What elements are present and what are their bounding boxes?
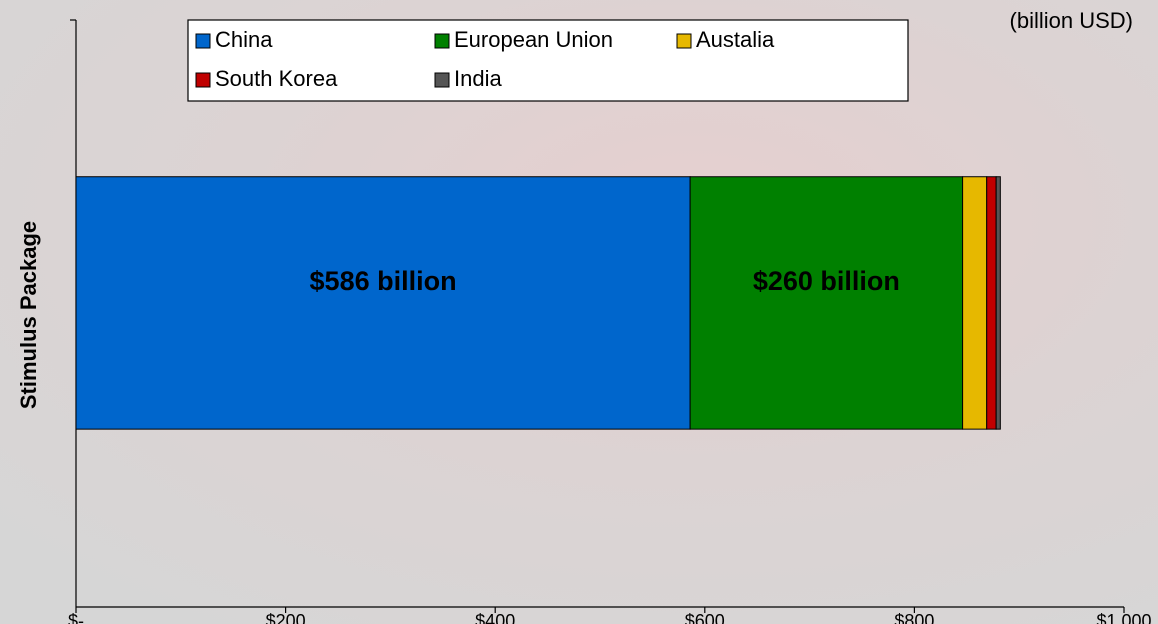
x-tick-label: $1,000 bbox=[1096, 611, 1151, 624]
legend-label: European Union bbox=[454, 27, 613, 52]
legend-label: China bbox=[215, 27, 273, 52]
legend-label: South Korea bbox=[215, 66, 338, 91]
legend-label: India bbox=[454, 66, 502, 91]
value-label: $586 billion bbox=[310, 266, 457, 296]
value-label: $260 billion bbox=[753, 266, 900, 296]
bar-segment bbox=[995, 176, 1001, 430]
x-tick-label: $- bbox=[68, 611, 84, 624]
x-tick-label: $200 bbox=[266, 611, 306, 624]
legend-swatch bbox=[434, 33, 450, 49]
legend-swatch bbox=[195, 33, 211, 49]
legend-swatch bbox=[195, 72, 211, 88]
legend-box bbox=[187, 19, 909, 102]
x-tick-label: $800 bbox=[894, 611, 934, 624]
y-axis-label: Stimulus Package bbox=[16, 221, 41, 409]
bar-segment bbox=[75, 176, 691, 430]
legend-swatch bbox=[676, 33, 692, 49]
bar-segment bbox=[962, 176, 988, 430]
x-tick-label: $600 bbox=[685, 611, 725, 624]
legend-label: Austalia bbox=[696, 27, 775, 52]
bar-segment bbox=[986, 176, 997, 430]
bar-segment bbox=[689, 176, 964, 430]
annotation: (billion USD) bbox=[1010, 8, 1133, 33]
legend-swatch bbox=[434, 72, 450, 88]
x-tick-label: $400 bbox=[475, 611, 515, 624]
